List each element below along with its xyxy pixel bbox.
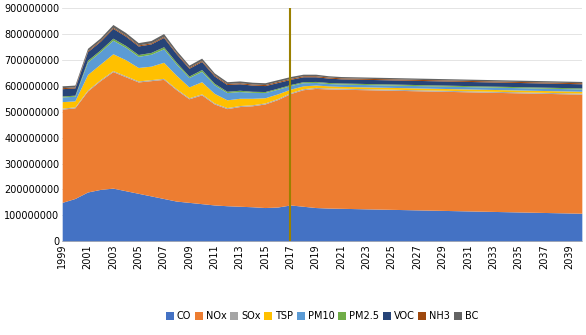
Legend: CO, NOx, SOx, TSP, PM10, PM2.5, VOC, NH3, BC: CO, NOx, SOx, TSP, PM10, PM2.5, VOC, NH3…: [166, 311, 478, 321]
